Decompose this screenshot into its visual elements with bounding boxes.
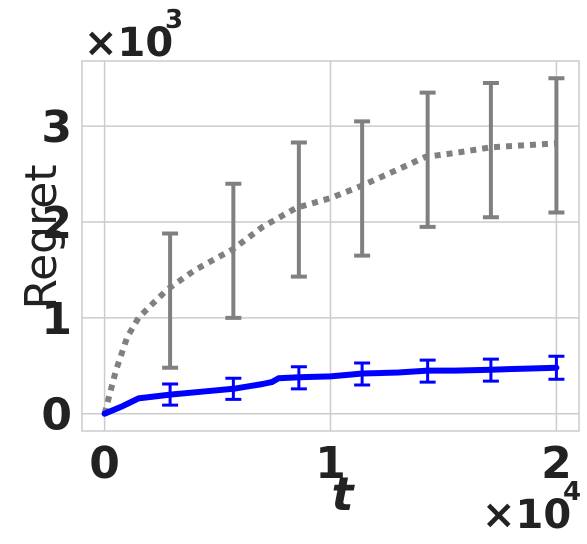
y-axis-multiplier-exponent: 3 [165, 5, 183, 35]
x-axis-multiplier: ×10 [482, 492, 571, 538]
y-tick-label: 0 [41, 390, 72, 441]
y-tick-label: 2 [41, 198, 72, 249]
y-axis-multiplier: ×10 [84, 20, 173, 66]
x-axis-multiplier-exponent: 4 [563, 477, 581, 507]
y-tick-label: 3 [41, 102, 72, 153]
x-axis-title: t [332, 467, 356, 521]
x-tick-label: 0 [89, 438, 120, 489]
series-line [101, 140, 557, 415]
error-bar [482, 81, 499, 220]
tick-labels: 0 1 2 0 1 2 3 [41, 102, 571, 489]
series-layer [101, 76, 565, 417]
y-tick-label: 1 [41, 294, 72, 345]
y-axis-title: Regret [16, 164, 67, 309]
x-tick-label: 2 [541, 438, 572, 489]
plot-frame [81, 60, 580, 432]
series-line [101, 364, 560, 417]
series-2 [101, 354, 565, 417]
error-bar [162, 231, 179, 370]
series-1 [101, 76, 565, 415]
error-bar [419, 90, 436, 229]
x-tick-label: 1 [315, 438, 346, 489]
error-bar [290, 140, 307, 279]
